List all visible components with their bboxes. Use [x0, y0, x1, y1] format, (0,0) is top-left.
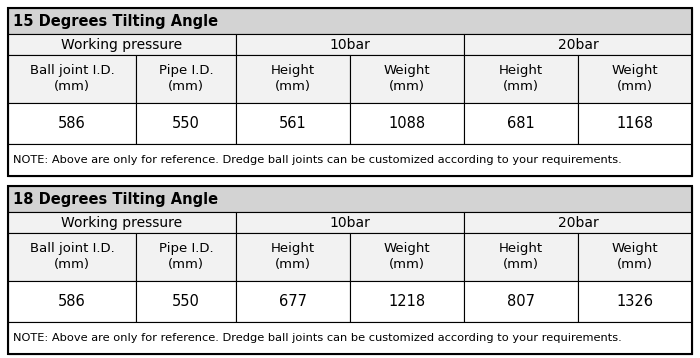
- Text: 807: 807: [507, 294, 535, 309]
- Text: Weight
(mm): Weight (mm): [384, 64, 430, 93]
- Text: 1326: 1326: [617, 294, 654, 309]
- Text: 15 Degrees Tilting Angle: 15 Degrees Tilting Angle: [13, 14, 218, 29]
- Bar: [350, 55, 464, 103]
- Bar: [464, 212, 692, 233]
- Bar: [136, 281, 236, 322]
- Text: Height
(mm): Height (mm): [499, 242, 543, 271]
- Text: Pipe I.D.
(mm): Pipe I.D. (mm): [159, 242, 214, 271]
- Bar: [8, 8, 692, 34]
- Bar: [578, 281, 692, 322]
- Bar: [8, 186, 692, 354]
- Bar: [8, 233, 136, 281]
- Bar: [136, 233, 236, 281]
- Text: Working pressure: Working pressure: [62, 216, 183, 229]
- Bar: [236, 55, 350, 103]
- Bar: [578, 233, 692, 281]
- Text: 1088: 1088: [389, 116, 426, 131]
- Bar: [236, 233, 350, 281]
- Text: 20bar: 20bar: [558, 216, 598, 229]
- Bar: [8, 144, 692, 176]
- Text: 10bar: 10bar: [330, 216, 370, 229]
- Bar: [136, 55, 236, 103]
- Bar: [464, 103, 578, 144]
- Text: 550: 550: [172, 294, 200, 309]
- Text: Weight
(mm): Weight (mm): [612, 242, 658, 271]
- Bar: [8, 8, 692, 176]
- Text: 586: 586: [58, 294, 86, 309]
- Text: 1218: 1218: [389, 294, 426, 309]
- Bar: [8, 34, 236, 55]
- Bar: [8, 55, 136, 103]
- Bar: [8, 281, 136, 322]
- Bar: [236, 103, 350, 144]
- Bar: [464, 233, 578, 281]
- Bar: [578, 103, 692, 144]
- Text: 10bar: 10bar: [330, 38, 370, 52]
- Text: Height
(mm): Height (mm): [499, 64, 543, 93]
- Text: Weight
(mm): Weight (mm): [384, 242, 430, 271]
- Bar: [8, 103, 136, 144]
- Bar: [236, 212, 464, 233]
- Text: 550: 550: [172, 116, 200, 131]
- Text: Height
(mm): Height (mm): [271, 64, 315, 93]
- Bar: [464, 281, 578, 322]
- Bar: [350, 233, 464, 281]
- Text: NOTE: Above are only for reference. Dredge ball joints can be customized accordi: NOTE: Above are only for reference. Dred…: [13, 333, 622, 343]
- Bar: [8, 322, 692, 354]
- Text: 561: 561: [279, 116, 307, 131]
- Text: 681: 681: [507, 116, 535, 131]
- Text: 20bar: 20bar: [558, 38, 598, 52]
- Text: Ball joint I.D.
(mm): Ball joint I.D. (mm): [29, 242, 115, 271]
- Text: 1168: 1168: [617, 116, 654, 131]
- Bar: [464, 55, 578, 103]
- Text: 586: 586: [58, 116, 86, 131]
- Bar: [464, 34, 692, 55]
- Bar: [136, 103, 236, 144]
- Text: Working pressure: Working pressure: [62, 38, 183, 52]
- Text: Pipe I.D.
(mm): Pipe I.D. (mm): [159, 64, 214, 93]
- Bar: [350, 281, 464, 322]
- Text: 677: 677: [279, 294, 307, 309]
- Text: 18 Degrees Tilting Angle: 18 Degrees Tilting Angle: [13, 192, 218, 207]
- Text: Ball joint I.D.
(mm): Ball joint I.D. (mm): [29, 64, 115, 93]
- Bar: [578, 55, 692, 103]
- Bar: [8, 212, 236, 233]
- Bar: [236, 34, 464, 55]
- Bar: [8, 186, 692, 212]
- Text: NOTE: Above are only for reference. Dredge ball joints can be customized accordi: NOTE: Above are only for reference. Dred…: [13, 155, 622, 165]
- Text: Weight
(mm): Weight (mm): [612, 64, 658, 93]
- Bar: [350, 103, 464, 144]
- Bar: [236, 281, 350, 322]
- Text: Height
(mm): Height (mm): [271, 242, 315, 271]
